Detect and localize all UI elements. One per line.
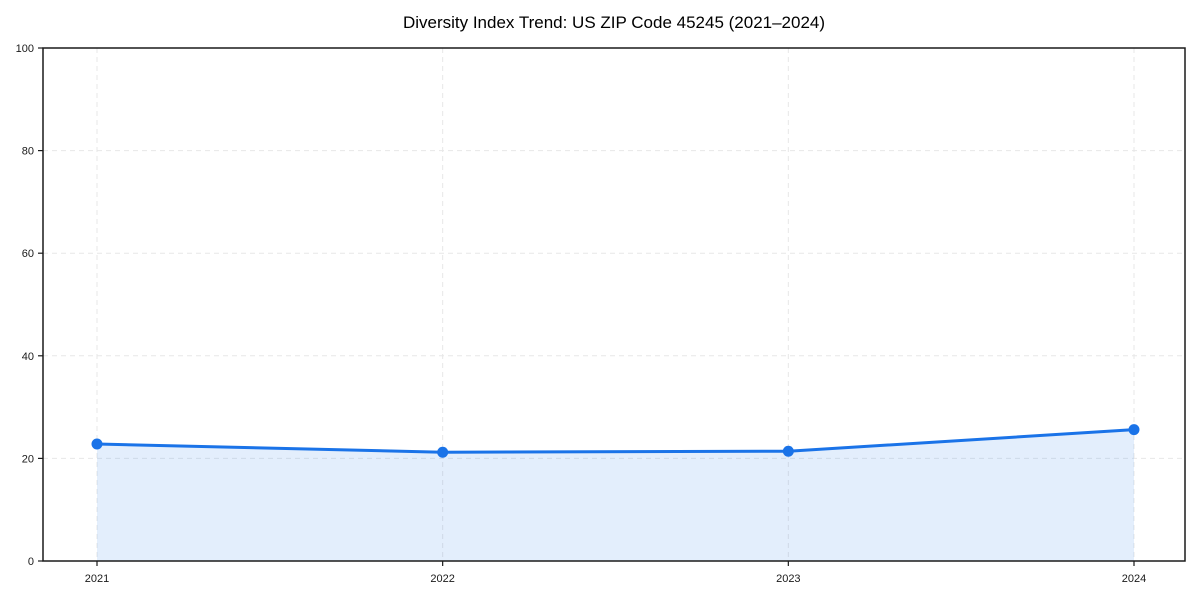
chart-title: Diversity Index Trend: US ZIP Code 45245… — [402, 13, 826, 32]
y-tick-label: 40 — [22, 351, 34, 363]
data-point — [91, 438, 103, 450]
area-fill — [97, 429, 1134, 561]
x-tick-label: 2023 — [776, 573, 800, 585]
x-tick-label: 2024 — [1122, 573, 1146, 585]
y-tick-label: 0 — [28, 556, 34, 568]
y-tick-label: 100 — [16, 43, 34, 55]
trend-line — [95, 428, 1136, 454]
y-tick-label: 60 — [22, 248, 34, 260]
data-point — [1128, 424, 1140, 436]
data-point — [437, 446, 449, 458]
plot-border — [42, 47, 1186, 562]
x-tick-label: 2022 — [430, 573, 454, 585]
x-tick-label: 2021 — [85, 573, 109, 585]
data-point — [782, 445, 794, 457]
y-tick-label: 80 — [22, 146, 34, 158]
y-tick-label: 20 — [22, 453, 34, 465]
